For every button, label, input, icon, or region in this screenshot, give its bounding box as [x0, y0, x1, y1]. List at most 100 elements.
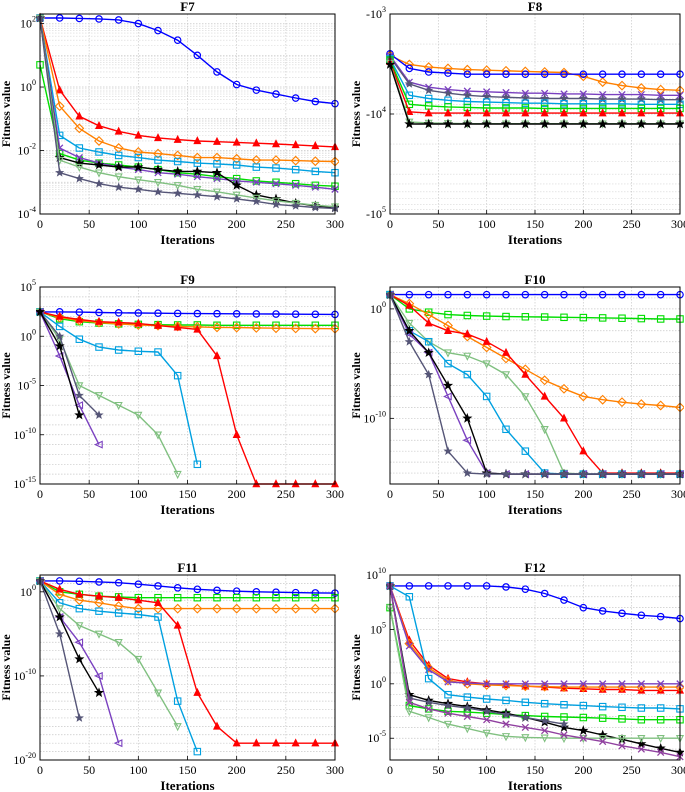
orange-diamond-marker — [251, 322, 262, 333]
slate-star-marker — [482, 706, 492, 716]
y-tick-base: 10 — [363, 411, 375, 425]
orange-diamond-marker — [597, 682, 608, 693]
magenta-x-marker — [541, 726, 549, 735]
green-square-marker — [598, 714, 607, 722]
x-tick-label: 50 — [432, 763, 444, 777]
purple-x-marker — [599, 680, 607, 688]
red-triangle-marker — [75, 111, 84, 120]
black-star-marker — [442, 380, 454, 390]
cyan-square-line — [389, 585, 681, 710]
sage-triangle-marker — [173, 723, 182, 732]
y-tick-base: -10 — [366, 107, 382, 121]
slate-star-marker — [520, 712, 530, 722]
x-tick-label: 100 — [129, 763, 147, 777]
slate-star-marker — [55, 629, 65, 638]
chart-f12-xlabel: Iterations — [508, 778, 562, 792]
orange-diamond-marker — [501, 65, 511, 76]
sage-triangle-marker — [463, 352, 472, 361]
red-triangle-marker — [540, 391, 549, 400]
cyan-square-marker — [95, 607, 103, 615]
purple-x-marker — [292, 181, 300, 189]
x-tick-label: 250 — [623, 487, 641, 501]
red-triangle-marker — [424, 108, 433, 117]
cyan-square-marker — [521, 99, 530, 107]
sage-triangle-marker — [252, 194, 261, 203]
red-triangle-line — [389, 61, 680, 114]
y-tick-label: 10-4 — [17, 205, 36, 221]
black-star-marker — [462, 118, 473, 129]
y-tick-base: 10 — [13, 477, 25, 491]
blue-circle-marker — [560, 596, 568, 604]
blue-circle-marker — [95, 308, 103, 317]
red-triangle-marker — [291, 738, 300, 747]
slate-star-marker — [114, 182, 124, 192]
black-star-marker — [133, 161, 144, 172]
blue-circle-marker — [521, 290, 530, 299]
orange-diamond-marker — [559, 682, 569, 693]
blue-circle-marker — [55, 577, 64, 585]
chart-f11-xlabel: Iterations — [160, 778, 214, 792]
chart-f9-title: F9 — [180, 272, 195, 287]
sage-triangle-marker — [521, 393, 530, 402]
blue-circle-marker — [540, 290, 549, 299]
orange-diamond-marker — [636, 83, 647, 94]
purple-x-marker — [483, 680, 491, 688]
sage-triangle-marker — [501, 371, 511, 380]
cyan-square-marker — [154, 348, 162, 356]
purple-x-marker — [93, 671, 103, 680]
magenta-x-marker — [463, 712, 471, 721]
slate-star-marker — [559, 469, 569, 479]
blue-circle-marker — [311, 589, 320, 597]
cyan-square-line — [39, 17, 336, 174]
orange-diamond-marker — [192, 603, 203, 614]
red-triangle-marker — [114, 592, 123, 601]
x-tick-label: 50 — [432, 487, 444, 501]
slate-star-marker — [291, 201, 301, 210]
cyan-square-marker — [272, 164, 280, 172]
cyan-square-marker — [424, 94, 433, 103]
x-tick-label: 300 — [671, 763, 685, 777]
x-tick-label: 250 — [277, 763, 295, 777]
y-tick-base: 10 — [20, 585, 32, 599]
chart-f12: 050100150200250300101010510010-5F12Itera… — [349, 560, 685, 792]
chart-f9: 0 50 100 150 200 250 30010510010-510-1010-15F9… — [0, 272, 344, 517]
blue-circle-marker — [213, 586, 221, 595]
slate-star-marker — [74, 390, 84, 400]
purple-x-marker — [541, 680, 549, 688]
slate-star-line — [389, 585, 565, 725]
purple-x-marker — [444, 678, 452, 686]
red-triangle-marker — [656, 108, 665, 117]
black-star-marker — [54, 611, 65, 622]
cyan-square-marker — [482, 695, 491, 703]
chart-f8-gridlines — [389, 13, 681, 214]
orange-diamond-marker — [559, 383, 569, 394]
red-triangle-marker — [232, 429, 241, 438]
purple-x-marker — [311, 183, 319, 191]
cyan-square-marker — [618, 703, 626, 712]
orange-diamond-marker — [94, 597, 104, 608]
slate-star-marker — [133, 184, 143, 194]
slate-star-marker — [424, 85, 434, 95]
red-triangle-marker — [579, 108, 588, 117]
x-tick-label: 300 — [671, 217, 685, 231]
magenta-x-marker — [618, 742, 626, 750]
x-tick-label: 200 — [228, 217, 246, 231]
blue-circle-marker — [560, 70, 568, 79]
sage-triangle-marker — [114, 173, 123, 182]
blue-circle-line — [40, 17, 336, 105]
purple-x-marker — [113, 739, 123, 748]
sage-triangle-marker — [134, 176, 143, 185]
blue-circle-marker — [560, 290, 568, 299]
x-tick-label: 150 — [179, 487, 197, 501]
x-tick-label: 0 — [37, 217, 43, 231]
orange-diamond-marker — [133, 146, 144, 157]
cyan-square-line — [389, 58, 680, 106]
cyan-square-marker — [173, 371, 182, 380]
blue-circle-marker — [463, 582, 472, 590]
orange-diamond-marker — [231, 322, 242, 333]
chart-f10-series — [386, 289, 684, 480]
chart-f9-xlabel: Iterations — [160, 502, 214, 517]
blue-circle-marker — [424, 582, 433, 590]
x-tick-label: 300 — [326, 763, 344, 777]
red-triangle-marker — [637, 108, 646, 117]
